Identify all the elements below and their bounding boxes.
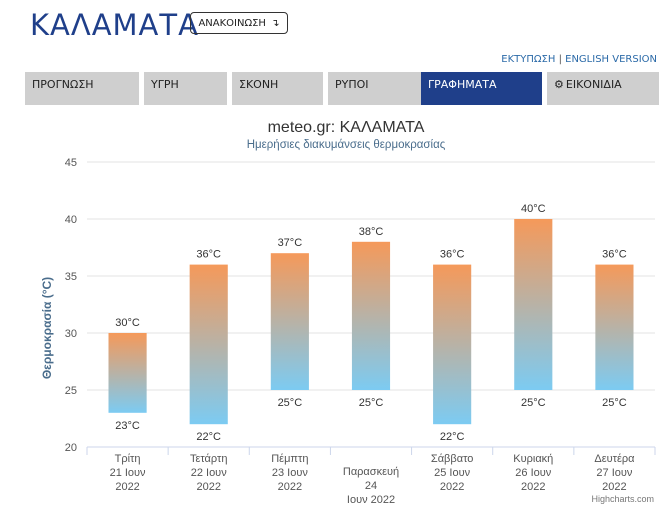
data-labels: 30°C 23°C 36°C 22°C 37°C 25°C 38°C 25°C 36°C 22°C…: [115, 203, 626, 443]
y-tick-label: 45: [65, 157, 77, 169]
tab-humidity[interactable]: ΥΓΡΗ: [144, 72, 227, 105]
low-temp-label: 22°C: [440, 431, 465, 443]
temperature-bar: [351, 241, 391, 390]
high-temp-label: 40°C: [521, 203, 546, 215]
x-tick-label: Πέμπτη: [271, 453, 308, 465]
announcement-button[interactable]: ΑΝΑΚΟΙΝΩΣΗ ↴: [190, 12, 288, 34]
gear-icon: ⚙: [554, 78, 564, 91]
high-temp-label: 36°C: [602, 249, 627, 261]
arrow-down-icon: ↴: [271, 18, 280, 29]
y-tick-label: 20: [65, 442, 77, 454]
announcement-label: ΑΝΑΚΟΙΝΩΣΗ: [198, 18, 266, 29]
link-separator: |: [558, 54, 562, 65]
x-tick-label: 23 Ιουν: [272, 467, 308, 479]
x-tick-label: 2022: [440, 481, 464, 493]
city-title: ΚΑΛΑΜΑΤΑ: [30, 8, 199, 42]
x-tick-label: 2022: [278, 481, 302, 493]
temperature-chart: meteo.gr: ΚΑΛΑΜΑΤΑ Ημερήσιες διακυμάνσει…: [40, 119, 656, 506]
y-tick-label: 25: [65, 385, 77, 397]
x-tick-label: Κυριακή: [513, 453, 553, 465]
temperature-bar: [270, 253, 309, 390]
y-tick-label: 40: [65, 214, 77, 226]
low-temp-label: 25°C: [359, 397, 384, 409]
low-temp-label: 25°C: [521, 397, 546, 409]
y-tick-label: 35: [65, 271, 77, 283]
tab-dust[interactable]: ΣΚΟΝΗ: [232, 72, 323, 105]
tab-label: ΠΡΟΓΝΩΣΗ: [32, 78, 94, 91]
credits-link[interactable]: Highcharts.com: [591, 494, 654, 504]
temperature-bar: [189, 264, 228, 425]
temperature-bar: [514, 219, 553, 390]
nav-tabs: ΠΡΟΓΝΩΣΗ ΥΓΡΗ ΣΚΟΝΗ ΡΥΠΟΙ ΓΡΑΦΗΜΑΤΑ ⚙ ΕΙΚ…: [25, 72, 659, 105]
x-axis: Τρίτη 21 Ιουν 2022 Τετάρτη 22 Ιουν 2022 Πέμπτη…: [86, 446, 656, 506]
x-tick-label: 25 Ιουν: [434, 467, 470, 479]
x-tick-label: Ιουν 2022: [347, 494, 395, 506]
x-tick-label: 22 Ιουν: [191, 467, 227, 479]
x-tick-label: 2022: [196, 481, 220, 493]
chart-subtitle: Ημερήσιες διακυμάνσεις θερμοκρασίας: [247, 139, 446, 151]
tab-icons[interactable]: ⚙ ΕΙΚΟΝΙΔΙΑ: [547, 72, 659, 105]
x-tick-label: 27 Ιουν: [596, 467, 632, 479]
x-tick-label: 2022: [602, 481, 626, 493]
high-temp-label: 38°C: [359, 226, 384, 238]
high-temp-label: 36°C: [196, 249, 221, 261]
x-tick-label: Τρίτη: [115, 453, 141, 465]
tab-label: ΥΓΡΗ: [151, 78, 179, 91]
low-temp-label: 23°C: [115, 420, 140, 432]
low-temp-label: 25°C: [278, 397, 303, 409]
y-tick-label: 30: [65, 328, 77, 340]
tab-label: ΣΚΟΝΗ: [239, 78, 279, 91]
x-tick-label: 21 Ιουν: [110, 467, 146, 479]
x-tick-label: 24: [365, 480, 377, 492]
temperature-bar: [595, 264, 634, 390]
high-temp-label: 30°C: [115, 317, 140, 329]
high-temp-label: 37°C: [278, 237, 303, 249]
top-links: ΕΚΤΥΠΩΣΗ | ENGLISH VERSION: [501, 54, 657, 65]
x-tick-label: Τετάρτη: [190, 453, 228, 465]
temperature-bar: [108, 333, 147, 413]
high-temp-label: 36°C: [440, 249, 465, 261]
tab-label: ΓΡΑΦΗΜΑΤΑ: [428, 78, 497, 91]
tab-label: ΕΙΚΟΝΙΔΙΑ: [565, 78, 622, 91]
tab-forecast[interactable]: ΠΡΟΓΝΩΣΗ: [25, 72, 139, 105]
x-tick-label: 2022: [115, 481, 139, 493]
tab-label: ΡΥΠΟΙ: [335, 78, 369, 91]
temperature-bar: [433, 264, 472, 425]
chart-title: meteo.gr: ΚΑΛΑΜΑΤΑ: [268, 119, 425, 136]
print-link[interactable]: ΕΚΤΥΠΩΣΗ: [501, 54, 556, 65]
y-axis-label: Θερμοκρασία (°C): [40, 277, 54, 379]
bars: [108, 219, 634, 425]
x-tick-label: 26 Ιουν: [515, 467, 551, 479]
tab-charts[interactable]: ΓΡΑΦΗΜΑΤΑ: [421, 72, 542, 105]
low-temp-label: 25°C: [602, 397, 627, 409]
low-temp-label: 22°C: [196, 431, 221, 443]
x-tick-label: Παρασκευή: [343, 466, 399, 478]
x-tick-label: Σάββατο: [431, 453, 473, 465]
x-tick-label: Δευτέρα: [594, 453, 635, 465]
x-tick-label: 2022: [521, 481, 545, 493]
english-version-link[interactable]: ENGLISH VERSION: [565, 54, 657, 65]
